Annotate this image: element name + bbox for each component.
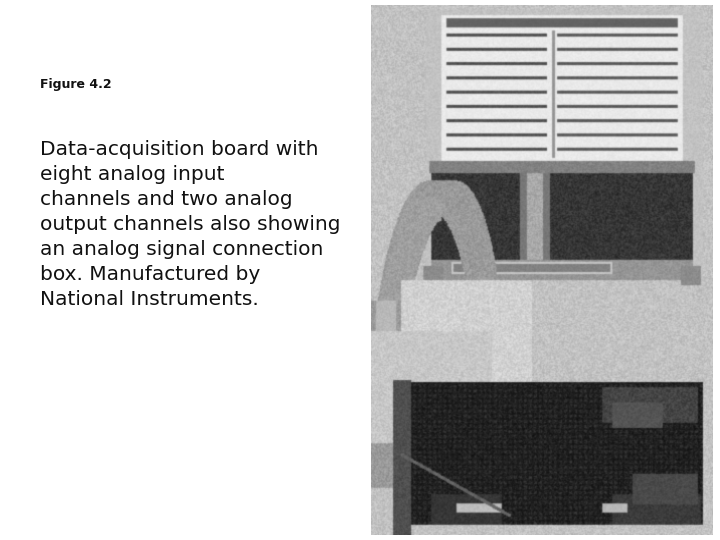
Text: Figure 4.2: Figure 4.2 [40, 78, 111, 91]
Text: Data-acquisition board with
eight analog input
channels and two analog
output ch: Data-acquisition board with eight analog… [40, 140, 340, 309]
